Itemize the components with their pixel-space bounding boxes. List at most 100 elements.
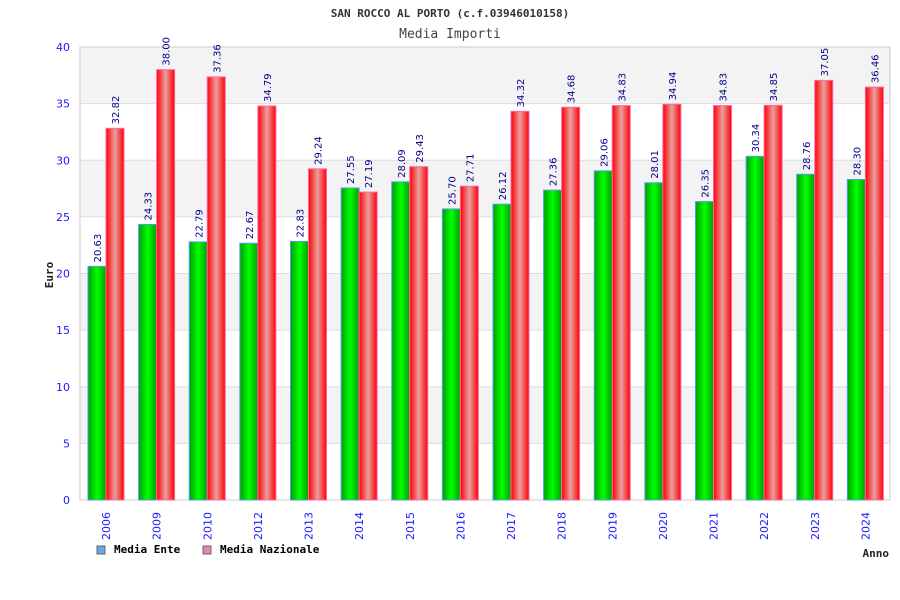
data-label: 28.30 xyxy=(852,147,863,176)
data-label: 26.35 xyxy=(701,169,712,198)
data-label: 34.32 xyxy=(516,79,527,108)
data-label: 37.05 xyxy=(820,48,831,77)
data-label: 32.82 xyxy=(111,96,122,125)
data-label: 34.68 xyxy=(567,75,578,104)
bar-media-ente xyxy=(695,201,714,501)
bar-media-nazionale xyxy=(763,104,783,501)
data-label: 34.83 xyxy=(617,73,628,102)
y-tick-label: 10 xyxy=(56,381,70,394)
bar-media-ente xyxy=(87,265,107,501)
x-tick-label: 2020 xyxy=(657,512,670,540)
x-tick-label: 2012 xyxy=(252,512,265,540)
y-tick-label: 30 xyxy=(56,154,70,167)
chart-title: SAN ROCCO AL PORTO (c.f.03946010158) xyxy=(331,7,569,20)
x-tick-label: 2006 xyxy=(100,512,113,540)
data-label: 34.94 xyxy=(668,72,679,101)
data-label: 27.19 xyxy=(364,159,375,188)
data-label: 27.55 xyxy=(346,155,357,184)
x-tick-label: 2015 xyxy=(404,512,417,540)
y-tick-label: 35 xyxy=(56,98,70,111)
bar-media-ente xyxy=(290,240,309,501)
data-label: 29.43 xyxy=(415,134,426,163)
bar-media-ente xyxy=(745,155,765,501)
bar-media-nazionale xyxy=(206,76,226,501)
data-label: 37.36 xyxy=(212,44,223,73)
data-label: 22.67 xyxy=(245,211,256,240)
x-tick-label: 2014 xyxy=(353,512,366,540)
x-tick-label: 2018 xyxy=(556,512,569,540)
plot-border xyxy=(79,46,891,501)
bar-media-nazionale xyxy=(611,105,631,501)
data-label: 24.33 xyxy=(144,192,155,221)
bar-media-nazionale xyxy=(713,105,732,501)
y-axis-label: Euro xyxy=(43,261,56,288)
y-tick-label: 5 xyxy=(63,437,70,450)
bar-media-nazionale xyxy=(308,168,327,501)
bar-media-ente xyxy=(593,170,613,501)
x-tick-label: 2023 xyxy=(809,512,822,540)
data-label: 34.85 xyxy=(769,73,780,102)
legend-swatch-media-nazionale xyxy=(202,545,212,555)
bar-media-nazionale xyxy=(409,166,429,501)
bar-media-ente xyxy=(441,208,461,501)
data-label: 28.76 xyxy=(802,142,813,171)
x-tick-label: 2016 xyxy=(454,512,467,540)
bar-media-ente xyxy=(796,173,816,501)
x-tick-label: 2019 xyxy=(606,512,619,540)
x-tick-label: 2010 xyxy=(201,512,214,540)
legend: Media Ente Media Nazionale xyxy=(96,543,320,556)
bar-media-ente xyxy=(644,182,664,501)
data-label: 25.70 xyxy=(447,176,458,205)
data-label: 28.01 xyxy=(650,150,661,179)
y-tick-label: 0 xyxy=(63,494,70,507)
data-label: 29.24 xyxy=(314,136,325,165)
data-label: 20.63 xyxy=(93,234,104,263)
bar-media-nazionale xyxy=(105,127,125,501)
data-label: 30.34 xyxy=(751,124,762,153)
bar-media-ente xyxy=(391,181,411,501)
data-label: 36.46 xyxy=(870,54,881,83)
legend-swatch-media-ente xyxy=(96,545,106,555)
data-label: 28.09 xyxy=(397,149,408,178)
bar-media-ente xyxy=(239,242,259,501)
data-label: 27.36 xyxy=(549,158,560,187)
bar-media-nazionale xyxy=(814,79,834,501)
bar-media-ente xyxy=(543,189,563,501)
bar-media-ente xyxy=(340,187,360,501)
x-tick-label: 2022 xyxy=(758,512,771,540)
data-label: 34.83 xyxy=(719,73,730,102)
x-axis-label: Anno xyxy=(863,547,890,560)
data-label: 29.06 xyxy=(599,138,610,167)
x-tick-label: 2017 xyxy=(505,512,518,540)
y-tick-label: 15 xyxy=(56,324,70,337)
y-tick-label: 40 xyxy=(56,41,70,54)
bar-media-ente xyxy=(138,223,158,501)
y-tick-label: 20 xyxy=(56,268,70,281)
chart-subtitle: Media Importi xyxy=(399,27,501,42)
data-label: 34.79 xyxy=(263,73,274,102)
data-label: 38.00 xyxy=(162,37,173,66)
bar-media-ente xyxy=(188,241,208,501)
bar-media-nazionale xyxy=(156,69,176,501)
bar-media-ente xyxy=(846,179,866,501)
y-tick-label: 25 xyxy=(56,211,70,224)
bar-media-nazionale xyxy=(561,106,581,501)
data-label: 22.83 xyxy=(296,209,307,238)
data-label: 22.79 xyxy=(194,209,205,238)
bar-media-ente xyxy=(492,203,512,501)
legend-label-media-ente: Media Ente xyxy=(114,543,181,556)
data-label: 27.71 xyxy=(465,154,476,183)
bar-media-nazionale xyxy=(864,86,884,501)
data-label: 26.12 xyxy=(498,172,509,201)
bar-media-nazionale xyxy=(510,110,530,501)
x-tick-label: 2024 xyxy=(859,512,872,540)
bar-media-nazionale xyxy=(257,105,277,501)
bar-media-nazionale xyxy=(459,185,479,501)
x-tick-label: 2009 xyxy=(151,512,164,540)
bar-media-nazionale xyxy=(662,103,682,501)
legend-label-media-nazionale: Media Nazionale xyxy=(220,543,320,556)
bar-media-nazionale xyxy=(358,191,378,501)
x-tick-label: 2021 xyxy=(708,512,721,540)
